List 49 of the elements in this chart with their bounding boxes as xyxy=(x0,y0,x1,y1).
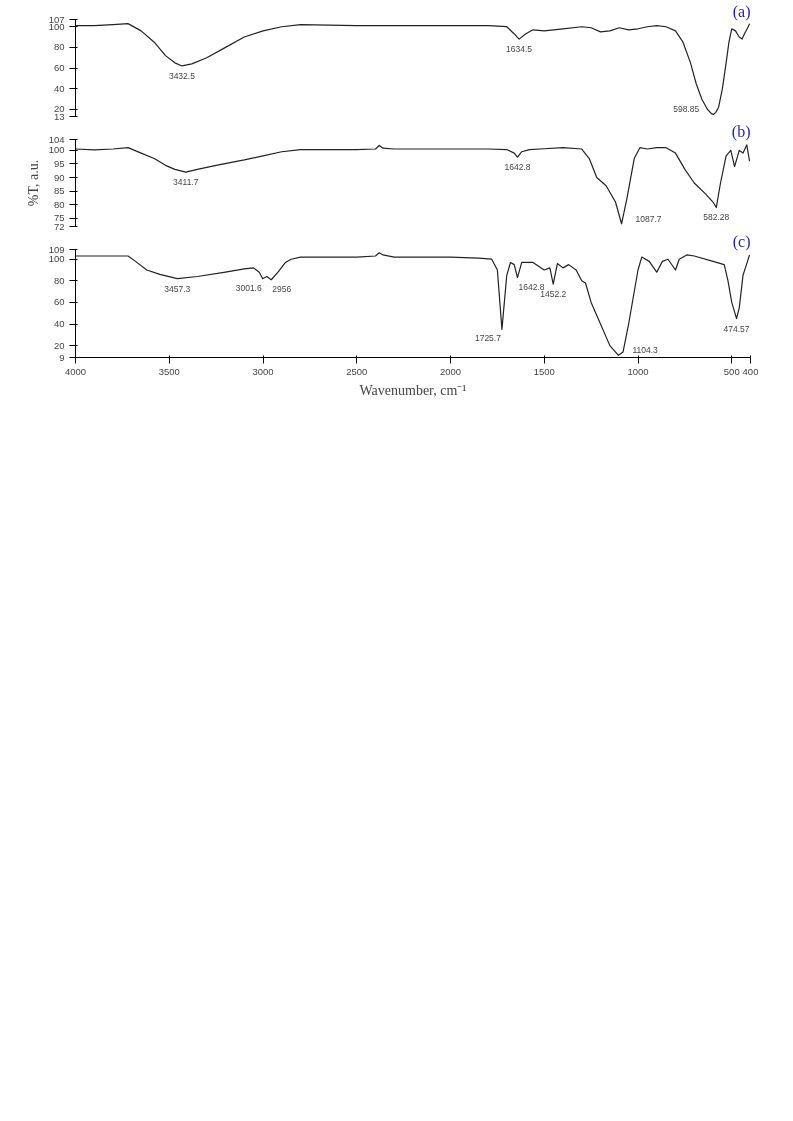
y-tick-label: 107 xyxy=(48,13,65,25)
y-tick-label: 100 xyxy=(48,253,65,265)
annotation: 1642.8 xyxy=(518,281,545,292)
annotation: 1642.8 xyxy=(504,162,531,173)
x-tick-label: 3500 xyxy=(158,365,180,377)
line-series xyxy=(75,23,751,116)
y-tick-label: 20 xyxy=(53,103,65,115)
annotation: 1087.7 xyxy=(635,213,662,224)
y-tick-label: 40 xyxy=(53,318,65,330)
y-tick-label: 60 xyxy=(53,296,65,308)
annotation: 1104.3 xyxy=(632,345,659,356)
x-tick-label: 3000 xyxy=(252,365,274,377)
annotation: 2956 xyxy=(272,283,292,294)
y-tick-label: 85 xyxy=(53,185,65,197)
y-tick-label: 100 xyxy=(48,144,65,156)
x-tick-label: 400 xyxy=(742,365,759,377)
y-tick-label: 109 xyxy=(48,243,65,255)
y-axis-title: %T, a.u. xyxy=(25,159,41,207)
y-tick-label: 40 xyxy=(53,82,65,94)
chart-title: (b) xyxy=(731,122,751,141)
annotation: 3432.5 xyxy=(168,70,196,81)
annotation: 3457.3 xyxy=(164,283,191,294)
x-axis-title: Wavenumber, cm⁻¹ xyxy=(359,382,467,398)
chart-title: (a) xyxy=(732,2,751,21)
y-tick-label: 20 xyxy=(53,339,65,351)
annotation: 3411.7 xyxy=(173,177,199,188)
annotation: 582.28 xyxy=(703,212,730,223)
annotation: 3001.6 xyxy=(235,282,262,293)
x-tick-label: 1000 xyxy=(627,365,649,377)
annotation: 1725.7 xyxy=(474,333,502,344)
x-tick-label: 500 xyxy=(723,365,740,377)
x-tick-label: 2500 xyxy=(346,365,368,377)
annotation: 1634.5 xyxy=(506,44,533,55)
line-series xyxy=(75,144,751,225)
y-tick-label: 60 xyxy=(53,62,65,73)
annotation: 1452.2 xyxy=(540,289,567,300)
x-tick-label: 4000 xyxy=(64,365,87,377)
annotation: 474.57 xyxy=(723,323,750,334)
y-tick-label: 80 xyxy=(53,41,65,53)
y-tick-label: 9 xyxy=(59,351,65,363)
chart-title: (c) xyxy=(732,232,751,251)
y-tick-label: 90 xyxy=(53,171,65,183)
y-tick-label: 104 xyxy=(48,133,65,145)
x-tick-label: 1500 xyxy=(533,365,555,377)
annotation: 598.85 xyxy=(673,104,700,115)
y-tick-label: 95 xyxy=(53,157,65,169)
y-tick-label: 80 xyxy=(53,198,65,210)
x-tick-label: 2000 xyxy=(439,365,462,377)
y-tick-label: 80 xyxy=(53,274,65,286)
